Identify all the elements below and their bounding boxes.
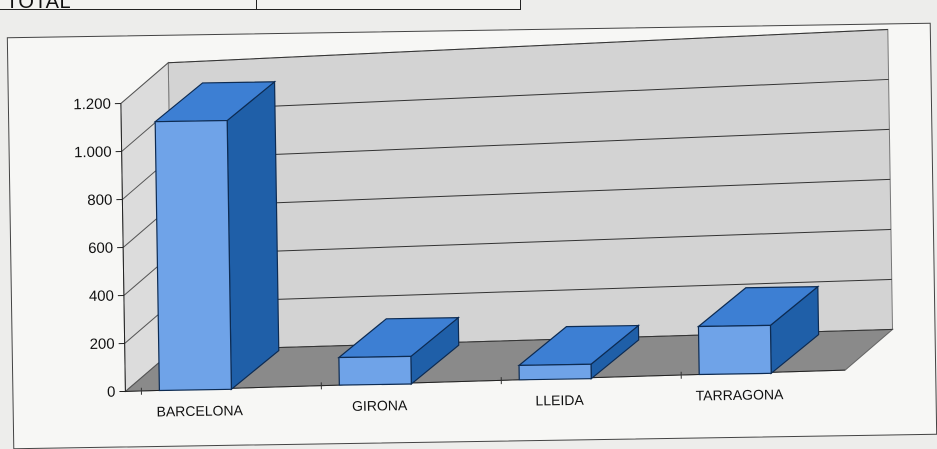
y-tick-label: 1.200 (73, 96, 111, 114)
chart-frame: 0 200 400 600 800 1.000 1.200 BARCELONA GIRONA LL… (7, 23, 937, 449)
summary-table-fragment: TOTAL (0, 0, 521, 10)
y-tick-label: 200 (89, 336, 114, 353)
y-tick-label: 0 (107, 384, 116, 401)
y-tick-label: 800 (87, 192, 112, 209)
bar-barcelona (155, 121, 231, 391)
bar-girona (339, 356, 411, 385)
table-cell-divider (256, 0, 257, 9)
x-tick-label-girona: GIRONA (352, 397, 408, 414)
x-tick-label-barcelona: BARCELONA (156, 402, 243, 419)
y-tick-label: 400 (89, 288, 114, 305)
x-tick-label-tarragona: TARRAGONA (696, 386, 785, 403)
bar-tarragona (698, 325, 771, 374)
y-tick-label: 1.000 (74, 144, 112, 162)
bar-chart-3d: 0 200 400 600 800 1.000 1.200 BARCELONA GIRONA LL… (8, 24, 936, 448)
y-tick-label: 600 (88, 240, 113, 257)
total-label: TOTAL (6, 0, 71, 14)
bar-side-barcelona (227, 82, 280, 390)
bar-lleida (519, 364, 591, 380)
x-tick-label-lleida: LLEIDA (535, 392, 584, 409)
